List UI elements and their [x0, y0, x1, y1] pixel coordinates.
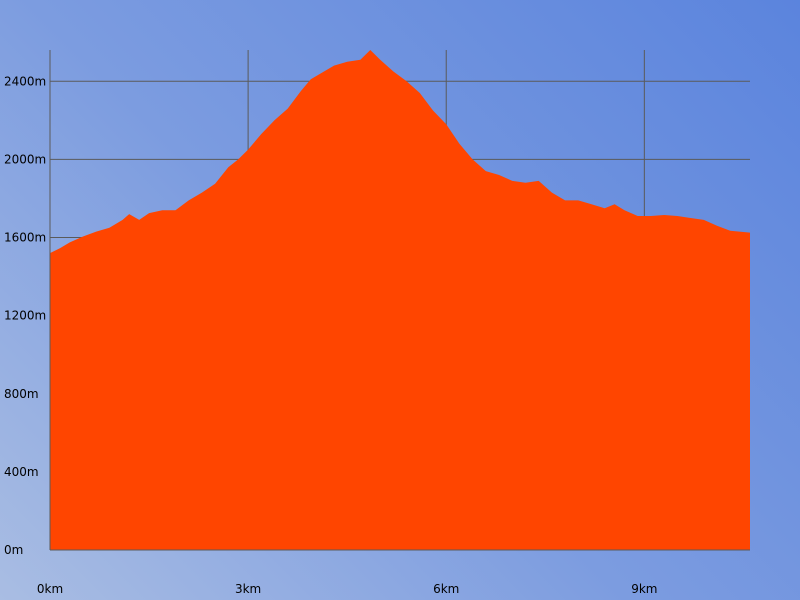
x-tick-label: 3km — [235, 582, 261, 596]
y-tick-labels: 0m 400m 800m 1200m 1600m 2000m 2400m — [4, 74, 46, 557]
y-tick-label: 2400m — [4, 74, 46, 88]
x-tick-label: 0km — [37, 582, 63, 596]
x-tick-labels: 0km 3km 6km 9km — [37, 582, 658, 596]
axes — [49, 50, 750, 551]
y-tick-label: 1600m — [4, 231, 46, 245]
y-tick-label: 2000m — [4, 152, 46, 166]
x-tick-label: 9km — [631, 582, 657, 596]
y-tick-label: 0m — [4, 543, 23, 557]
x-tick-label: 6km — [433, 582, 459, 596]
elevation-area — [50, 50, 750, 550]
y-tick-label: 1200m — [4, 309, 46, 323]
y-tick-label: 800m — [4, 387, 39, 401]
y-tick-label: 400m — [4, 465, 39, 479]
